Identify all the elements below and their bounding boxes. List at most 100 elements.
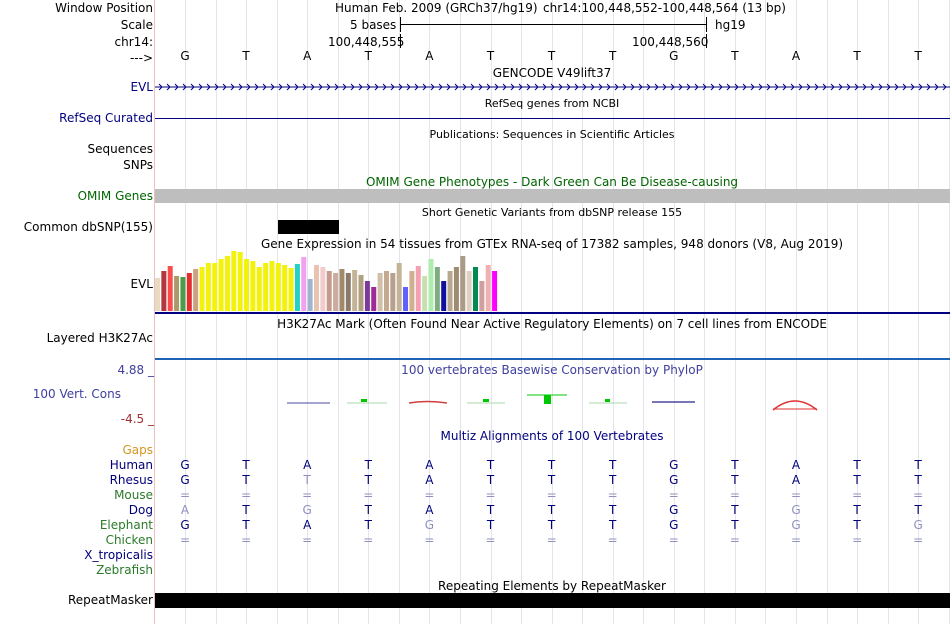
base[interactable]: T — [609, 49, 617, 63]
gtex-tissue-bar[interactable] — [396, 263, 402, 311]
gtex-tissue-bar[interactable] — [409, 271, 415, 311]
gtex-tissue-bar[interactable] — [434, 267, 440, 311]
gtex-tissue-bar[interactable] — [358, 275, 364, 311]
gtex-tissue-bar[interactable] — [269, 261, 275, 311]
dbsnp-track-label[interactable]: Common dbSNP(155) — [23, 220, 153, 234]
species-label[interactable]: Human — [109, 458, 153, 472]
alignment-base: = — [485, 533, 496, 547]
species-label[interactable]: Zebrafish — [96, 563, 153, 577]
gtex-tissue-bar[interactable] — [339, 269, 345, 311]
gtex-tissue-bar[interactable] — [275, 263, 281, 311]
publications-label-snps[interactable]: SNPs — [123, 158, 153, 172]
gtex-tissue-bar[interactable] — [218, 259, 224, 311]
alignment-base: = — [241, 488, 252, 502]
gtex-tissue-bar[interactable] — [441, 281, 447, 311]
gtex-tissue-bar[interactable] — [193, 269, 199, 311]
repeatmasker-track-label[interactable]: RepeatMasker — [67, 593, 153, 607]
base[interactable]: T — [242, 49, 250, 63]
refseq-gene-line[interactable] — [155, 118, 950, 119]
gtex-tissue-bar[interactable] — [320, 267, 326, 311]
gtex-tissue-bar[interactable] — [212, 263, 218, 311]
species-label[interactable]: Mouse — [114, 488, 153, 502]
gtex-tissue-bar[interactable] — [377, 273, 383, 311]
gtex-tissue-bar[interactable] — [345, 273, 351, 311]
gencode-gene-model[interactable] — [155, 80, 950, 94]
base[interactable]: T — [853, 49, 861, 63]
strand-arrow-label[interactable]: ---> — [129, 51, 153, 65]
gtex-tissue-bar[interactable] — [473, 267, 478, 311]
publications-label-sequences[interactable]: Sequences — [87, 142, 153, 156]
dbsnp-variant[interactable] — [278, 220, 339, 234]
gtex-tissue-bar[interactable] — [167, 266, 173, 311]
base[interactable]: G — [180, 49, 190, 63]
gtex-tissue-bar[interactable] — [237, 252, 243, 311]
gtex-tissue-bar[interactable] — [288, 268, 294, 311]
strand-chevron — [214, 83, 219, 91]
repeatmasker-feature[interactable] — [155, 593, 950, 608]
gtex-tissue-bar[interactable] — [453, 267, 459, 311]
gtex-tissue-bar[interactable] — [161, 271, 167, 311]
gtex-tissue-bar[interactable] — [294, 264, 300, 311]
base[interactable]: T — [914, 49, 922, 63]
gtex-tissue-bar[interactable] — [364, 281, 370, 311]
gtex-tissue-bar[interactable] — [301, 257, 307, 311]
gtex-track-label[interactable]: EVL — [130, 277, 153, 291]
gtex-tissue-bar[interactable] — [383, 271, 389, 311]
gtex-tissue-bar[interactable] — [403, 287, 409, 311]
gtex-tissue-bar[interactable] — [205, 263, 211, 311]
gtex-tissue-bar[interactable] — [244, 259, 250, 311]
gtex-tissue-bar[interactable] — [224, 256, 230, 311]
h3k27ac-signal-line[interactable] — [155, 358, 950, 360]
gtex-tissue-bar[interactable] — [186, 273, 192, 311]
h3k27ac-track-label[interactable]: Layered H3K27Ac — [46, 331, 153, 345]
gtex-tissue-bar[interactable] — [314, 265, 319, 311]
base[interactable]: A — [425, 49, 434, 63]
gtex-tissue-bar[interactable] — [460, 256, 466, 311]
base[interactable]: T — [731, 49, 739, 63]
gtex-tissue-bar[interactable] — [174, 276, 180, 311]
gtex-tissue-bar[interactable] — [466, 271, 472, 311]
omim-track-label[interactable]: OMIM Genes — [77, 189, 153, 203]
gtex-tissue-bar[interactable] — [250, 261, 256, 311]
gtex-tissue-bar[interactable] — [256, 267, 262, 311]
base[interactable]: T — [364, 49, 372, 63]
gtex-tissue-bar[interactable] — [428, 259, 434, 311]
gtex-tissue-bar[interactable] — [263, 263, 269, 311]
gtex-tissue-bar[interactable] — [326, 271, 332, 311]
gtex-tissue-bar[interactable] — [422, 276, 428, 311]
gtex-tissue-bar[interactable] — [352, 270, 358, 311]
multiz-gaps-label[interactable]: Gaps — [122, 443, 153, 457]
gtex-tissue-bar[interactable] — [371, 287, 377, 311]
base[interactable]: A — [303, 49, 312, 63]
gtex-tissue-bar[interactable] — [180, 277, 186, 311]
alignment-base: T — [853, 503, 861, 517]
gtex-tissue-bar[interactable] — [390, 273, 396, 311]
base[interactable]: A — [791, 49, 801, 63]
omim-feature-bar[interactable] — [155, 189, 950, 203]
refseq-track-label[interactable]: RefSeq Curated — [59, 111, 153, 125]
gencode-track-label[interactable]: EVL — [130, 80, 153, 94]
gtex-tissue-bar[interactable] — [282, 265, 288, 311]
gtex-tissue-bar[interactable] — [479, 281, 485, 311]
species-label[interactable]: Elephant — [99, 518, 153, 532]
gtex-tissue-bar[interactable] — [447, 271, 453, 311]
gtex-tissue-bar[interactable] — [333, 273, 339, 311]
base[interactable]: T — [547, 49, 556, 63]
phylop-signal[interactable] — [155, 390, 950, 414]
gtex-tissue-bar[interactable] — [199, 267, 205, 311]
species-label[interactable]: Chicken — [105, 533, 153, 547]
species-label[interactable]: X_tropicalis — [84, 548, 153, 562]
phylop-track-label[interactable]: 100 Vert. Cons — [32, 387, 121, 401]
gtex-tissue-bar[interactable] — [307, 279, 313, 311]
gtex-tissue-bar[interactable] — [415, 266, 421, 311]
gtex-expression-chart[interactable] — [155, 250, 555, 312]
alignment-base: T — [486, 473, 495, 487]
gtex-tissue-bar[interactable] — [231, 251, 237, 311]
base[interactable]: G — [669, 49, 679, 63]
species-label[interactable]: Rhesus — [109, 473, 153, 487]
gtex-tissue-bar[interactable] — [485, 265, 491, 311]
gtex-tissue-bar[interactable] — [492, 271, 498, 311]
gtex-tissue-bar[interactable] — [155, 278, 160, 311]
base[interactable]: T — [486, 49, 495, 63]
species-label[interactable]: Dog — [128, 503, 153, 517]
